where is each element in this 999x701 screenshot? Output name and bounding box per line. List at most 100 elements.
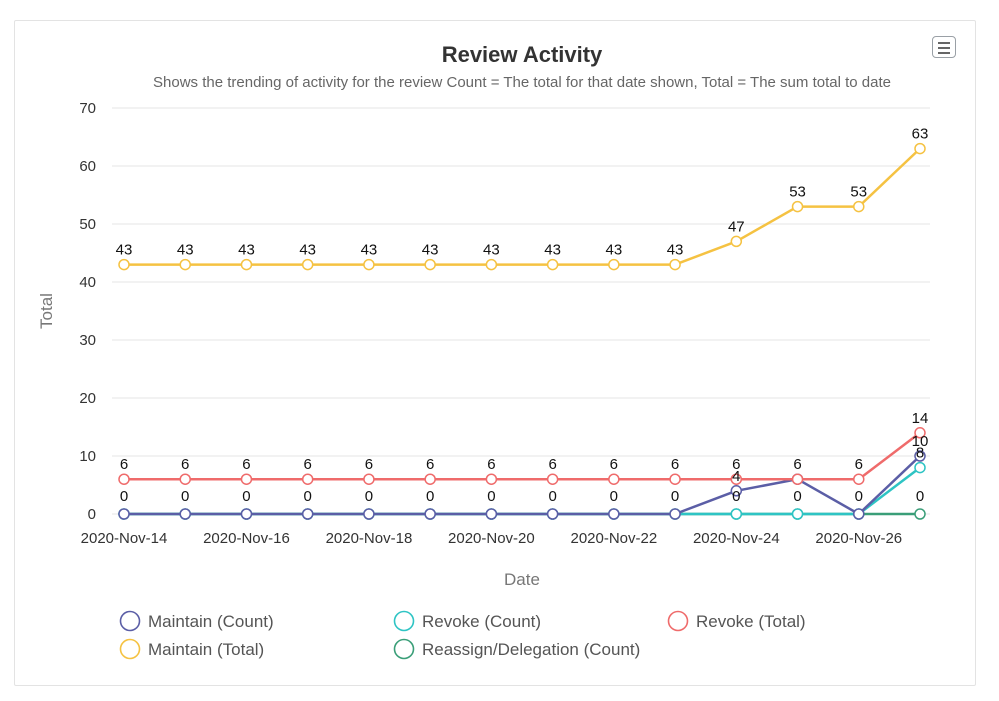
data-label: 53 (850, 184, 867, 201)
data-label: 53 (789, 184, 806, 201)
data-point[interactable] (424, 508, 436, 520)
data-point[interactable] (301, 473, 314, 485)
data-point[interactable] (546, 473, 559, 485)
data-point[interactable] (546, 508, 559, 520)
chart-subtitle: Shows the trending of activity for the r… (153, 74, 891, 91)
data-point[interactable] (730, 508, 743, 520)
legend-item[interactable]: Maintain (Count) (148, 612, 274, 631)
data-label: 6 (242, 456, 250, 473)
data-point[interactable] (363, 508, 375, 520)
data-point[interactable] (853, 200, 865, 213)
x-tick-label: 2020-Nov-22 (570, 530, 657, 547)
data-point[interactable] (363, 258, 375, 271)
data-point[interactable] (301, 508, 314, 520)
x-tick-label: 2020-Nov-24 (693, 530, 780, 547)
data-label: 0 (855, 488, 863, 505)
legend: Maintain (Count) Revoke (Count) Revoke (To… (119, 610, 806, 660)
data-point[interactable] (240, 258, 253, 271)
data-point[interactable] (914, 427, 926, 439)
data-label: 0 (671, 488, 679, 505)
legend-marker (393, 610, 415, 632)
data-point[interactable] (118, 508, 130, 520)
data-point[interactable] (914, 461, 926, 474)
legend-item[interactable]: Maintain (Total) (148, 640, 264, 659)
y-tick-label: 40 (79, 274, 96, 291)
legend-marker (667, 610, 689, 632)
x-tick-label: 2020-Nov-18 (326, 530, 413, 547)
data-label: 6 (732, 456, 740, 473)
y-tick-label: 20 (79, 390, 96, 407)
data-label: 43 (177, 242, 194, 259)
data-point[interactable] (914, 508, 926, 520)
data-point[interactable] (179, 473, 191, 485)
legend-marker (119, 610, 141, 632)
y-tick-label: 60 (79, 158, 96, 175)
legend-item[interactable]: Revoke (Total) (696, 612, 806, 631)
data-label: 0 (242, 488, 250, 505)
y-tick-label: 10 (79, 448, 96, 465)
data-point[interactable] (118, 473, 130, 485)
data-point[interactable] (791, 508, 804, 520)
y-tick-label: 50 (79, 216, 96, 233)
chart-title: Review Activity (442, 42, 603, 67)
data-label: 43 (238, 242, 255, 259)
data-point[interactable] (179, 508, 191, 520)
data-point[interactable] (301, 258, 314, 271)
y-axis-title: Total (37, 293, 56, 329)
hamburger-menu-icon-bar (938, 52, 950, 54)
data-label: 6 (548, 456, 556, 473)
data-point[interactable] (546, 258, 559, 271)
data-label: 6 (487, 456, 495, 473)
legend-marker (119, 638, 141, 660)
data-label: 10 (912, 433, 929, 450)
data-point[interactable] (485, 508, 498, 520)
data-label: 43 (544, 242, 561, 259)
data-point[interactable] (730, 473, 743, 485)
data-label: 6 (855, 456, 863, 473)
data-point[interactable] (363, 473, 375, 485)
data-point[interactable] (853, 508, 865, 520)
legend-marker (393, 638, 415, 660)
data-label: 6 (365, 456, 373, 473)
data-label: 0 (304, 488, 312, 505)
data-point[interactable] (608, 473, 620, 485)
data-point[interactable] (669, 508, 681, 520)
data-point[interactable] (914, 142, 926, 155)
data-label: 43 (361, 242, 378, 259)
data-point[interactable] (240, 473, 253, 485)
data-label: 0 (487, 488, 495, 505)
data-point[interactable] (608, 258, 620, 271)
data-point[interactable] (424, 473, 436, 485)
chart-menu-button[interactable] (932, 36, 956, 58)
y-tick-label: 30 (79, 332, 96, 349)
data-point[interactable] (853, 473, 865, 485)
data-point[interactable] (669, 258, 681, 271)
data-point[interactable] (424, 258, 436, 271)
data-label: 6 (181, 456, 189, 473)
data-point[interactable] (485, 258, 498, 271)
data-label: 6 (120, 456, 128, 473)
data-point[interactable] (485, 473, 498, 485)
data-point[interactable] (914, 450, 926, 462)
data-label: 43 (422, 242, 439, 259)
data-label: 0 (732, 488, 740, 505)
legend-item[interactable]: Reassign/Delegation (Count) (422, 640, 640, 659)
data-point[interactable] (118, 258, 130, 271)
data-point[interactable] (791, 200, 804, 213)
data-point[interactable] (730, 235, 743, 248)
data-point[interactable] (669, 473, 681, 485)
data-point[interactable] (240, 508, 253, 520)
data-labels: 4 10 43 43 43 43 43 43 43 43 43 43 47 53 53 63 8 0 0 0 0 0 0 0 0… (116, 126, 929, 505)
data-label: 4 (732, 468, 740, 485)
chart-card (14, 20, 976, 686)
y-tick-label: 70 (79, 100, 96, 117)
data-point[interactable] (791, 473, 804, 485)
data-label: 0 (610, 488, 618, 505)
data-point[interactable] (730, 485, 743, 497)
data-label: 43 (116, 242, 133, 259)
data-label: 0 (181, 488, 189, 505)
data-point[interactable] (179, 258, 191, 271)
hamburger-menu-icon-bar (938, 47, 950, 49)
legend-item[interactable]: Revoke (Count) (422, 612, 541, 631)
data-point[interactable] (608, 508, 620, 520)
